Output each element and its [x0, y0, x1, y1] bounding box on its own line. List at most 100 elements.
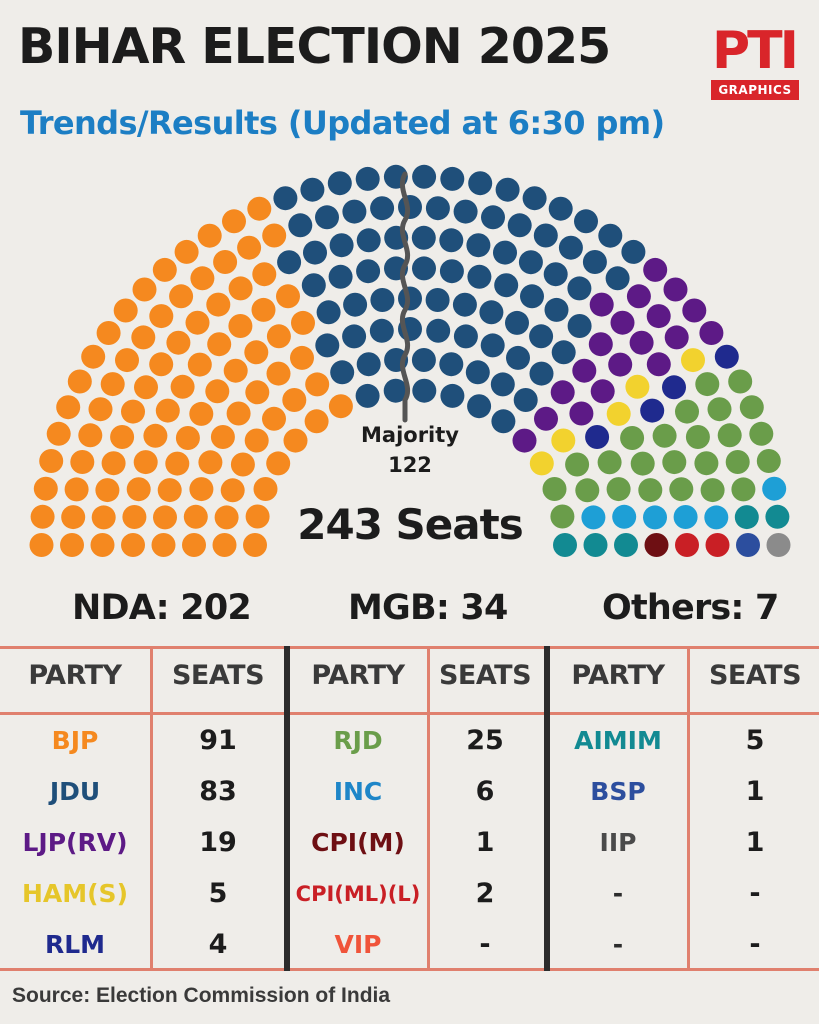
seat-jdu — [582, 250, 607, 274]
seat-rjd — [707, 397, 732, 422]
seat-bjp — [30, 504, 55, 529]
seat-jdu — [605, 266, 630, 291]
seat-rjd — [662, 450, 687, 475]
seat-ljp-rv — [572, 358, 597, 383]
seat-jdu — [468, 171, 493, 196]
mgb-party-cell: VIP — [334, 930, 382, 959]
hemicycle-seat-chart — [29, 164, 791, 557]
seat-jdu — [342, 199, 367, 224]
seat-jdu — [574, 209, 598, 234]
seat-bjp — [251, 297, 276, 322]
seat-bjp — [149, 304, 174, 329]
seat-rjd — [550, 504, 575, 529]
logo-mark: PTI — [712, 21, 799, 81]
seat-ljp-rv — [699, 321, 724, 345]
seat-jdu — [520, 284, 544, 309]
seat-bjp — [101, 451, 126, 476]
seat-bjp — [134, 375, 158, 400]
seat-rjd — [630, 451, 655, 476]
seat-bjp — [245, 380, 270, 405]
seat-jdu — [330, 360, 355, 385]
nda-party-cell: BJP — [51, 726, 99, 755]
seat-ljp-rv — [663, 277, 688, 302]
seat-ljp-rv — [629, 330, 654, 355]
seat-jdu — [529, 361, 554, 386]
others-party-cell: - — [612, 930, 624, 959]
seat-bjp — [90, 533, 115, 557]
mgb-party-cell: INC — [333, 777, 383, 806]
seat-bjp — [197, 223, 222, 248]
seat-jdu — [598, 223, 623, 248]
seat-jdu — [370, 288, 395, 312]
seat-jdu — [412, 164, 437, 189]
seat-ljp-rv — [608, 352, 633, 377]
seat-ham-s — [551, 428, 576, 453]
seat-jdu — [493, 240, 517, 265]
seat-jdu — [543, 262, 568, 287]
seat-bjp — [189, 477, 214, 502]
seat-jdu — [491, 409, 516, 434]
seat-bjp — [228, 314, 253, 338]
seat-jdu — [494, 273, 519, 298]
seat-jdu — [355, 166, 380, 191]
others-seats-header: SEATS — [708, 660, 802, 691]
seat-jdu — [544, 297, 569, 322]
seat-jdu — [481, 205, 505, 230]
seat-bjp — [70, 450, 95, 474]
seat-bjp — [291, 310, 315, 335]
seat-bjp — [189, 401, 214, 426]
seat-bjp — [228, 276, 253, 301]
seat-bjp — [61, 505, 86, 530]
seat-bjp — [131, 325, 156, 350]
group-divider — [544, 646, 550, 971]
seat-rlm — [662, 375, 686, 400]
seat-aimim — [583, 533, 608, 557]
seat-ljp-rv — [646, 304, 671, 329]
seat-bjp — [157, 478, 182, 503]
seat-jdu — [533, 223, 558, 248]
seat-ljp-rv — [626, 284, 651, 309]
seat-rjd — [675, 399, 699, 424]
nda-seats-cell: 83 — [199, 776, 237, 807]
seat-bjp — [46, 421, 71, 446]
seat-jdu — [412, 378, 437, 403]
seat-aimim — [553, 533, 577, 557]
seat-jdu — [567, 314, 592, 338]
logo-tag: GRAPHICS — [711, 80, 799, 100]
seat-jdu — [453, 324, 478, 349]
nda-seats-cell: 4 — [208, 929, 228, 960]
seat-bjp — [155, 398, 180, 423]
seat-cpi-m — [644, 533, 669, 557]
seat-jdu — [467, 264, 492, 289]
seat-bjp — [244, 428, 269, 453]
seat-bjp — [266, 324, 291, 349]
seat-rjd — [620, 426, 645, 450]
seat-jdu — [425, 196, 450, 221]
seat-bjp — [304, 409, 329, 434]
others-seats-cell: 1 — [745, 776, 765, 807]
nda-seats-cell: 19 — [199, 827, 237, 858]
seat-bjp — [244, 340, 269, 365]
seat-rjd — [725, 450, 750, 474]
others-party-cell: AIMIM — [574, 726, 662, 755]
seat-jdu — [303, 240, 327, 265]
seat-bjp — [110, 425, 135, 449]
seat-ham-s — [625, 374, 650, 399]
seat-jdu — [558, 235, 583, 260]
seat-jdu — [369, 318, 394, 343]
seat-bjp — [91, 505, 116, 530]
seat-bjp — [212, 533, 237, 557]
seat-bjp — [262, 223, 287, 248]
seat-bjp — [95, 478, 120, 503]
others-party-cell: - — [612, 879, 624, 908]
seat-jdu — [513, 388, 538, 412]
seat-bjp — [262, 406, 286, 431]
seat-jdu — [507, 213, 532, 238]
pti-graphics-logo: PTI GRAPHICS — [709, 22, 799, 100]
seat-cpi-ml-l — [675, 533, 699, 557]
seat-bjp — [182, 533, 206, 557]
seat-jdu — [439, 352, 464, 377]
seat-bjp — [305, 372, 330, 397]
seat-ljp-rv — [682, 298, 707, 323]
seat-bjp — [100, 372, 125, 397]
